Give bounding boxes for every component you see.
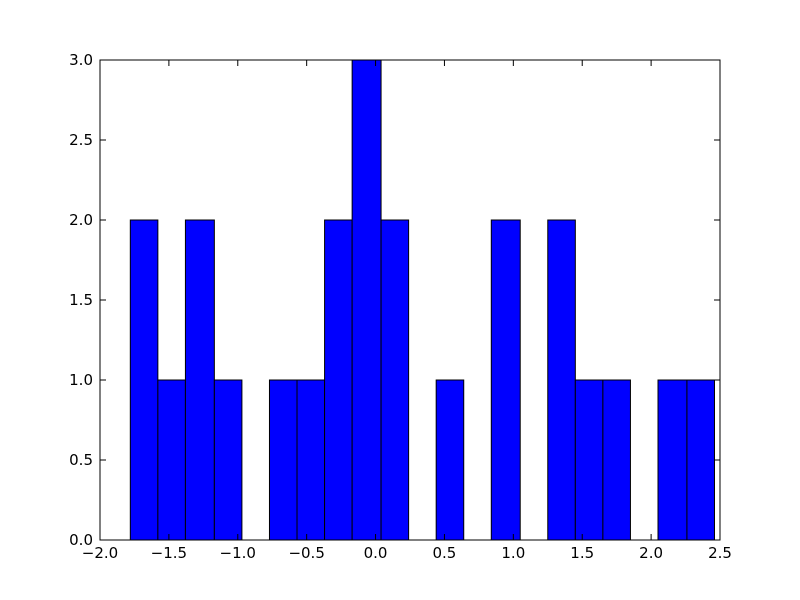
x-tick-label: 2.0 (639, 544, 663, 562)
x-tick-label: −0.5 (288, 544, 324, 562)
bar (268, 379, 298, 541)
bar (157, 379, 186, 541)
x-tick-label: −1.5 (151, 544, 187, 562)
x-tick-label: −2.0 (82, 544, 118, 562)
bar (602, 379, 631, 541)
bar (657, 379, 688, 541)
bar (324, 219, 353, 541)
bar (490, 219, 521, 541)
y-tick-label: 0.5 (69, 451, 93, 469)
y-tick-label: 2.0 (69, 211, 93, 229)
y-tick-label: 1.0 (69, 371, 93, 389)
y-tick-label: 3.0 (69, 51, 93, 69)
x-tick-label: −1.0 (220, 544, 256, 562)
x-tick-label: 2.5 (708, 544, 732, 562)
y-tick-label: 0.0 (69, 531, 93, 549)
x-tick-label: 1.5 (570, 544, 594, 562)
bar (351, 59, 382, 541)
bar (574, 379, 604, 541)
x-tick-label: 0.5 (433, 544, 457, 562)
bar (380, 219, 410, 541)
y-tick-label: 2.5 (69, 131, 93, 149)
bar (296, 379, 326, 541)
bar (547, 219, 576, 541)
y-tick-label: 1.5 (69, 291, 93, 309)
bar (213, 379, 243, 541)
bar (129, 219, 159, 541)
bar (184, 219, 215, 541)
x-tick-label: 0.0 (364, 544, 388, 562)
bar (435, 379, 465, 541)
x-tick-label: 1.0 (501, 544, 525, 562)
bar (686, 379, 715, 541)
